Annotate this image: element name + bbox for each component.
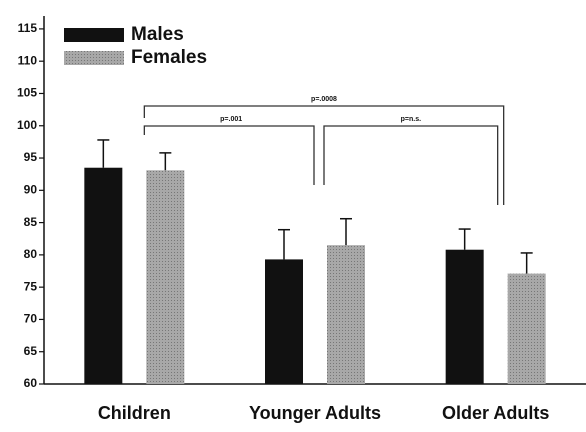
y-tick-label: 115 [18,21,38,35]
bracket [143,125,315,185]
bar [507,273,546,384]
bar [327,245,365,384]
bar [84,167,123,384]
bar [265,259,303,384]
x-tick-label: Children [98,403,171,423]
y-tick-label: 85 [24,215,38,229]
legend-label: Females [131,47,207,68]
legend-label: Males [131,24,184,45]
y-tick-label: 100 [17,118,37,132]
annotation: p=.0008 [311,96,337,103]
x-tick-label: Younger Adults [249,403,381,423]
y-tick-label: 65 [24,344,38,358]
x-tick-label: Older Adults [442,403,549,423]
y-tick-label: 95 [24,150,38,164]
legend-swatch [64,51,124,65]
bracket [323,125,499,205]
y-tick-label: 90 [24,182,38,196]
legend-swatch [64,28,124,42]
y-tick-label: 60 [24,376,38,390]
y-tick-label: 105 [17,86,37,100]
bar [445,249,484,384]
y-tick-label: 80 [24,247,38,261]
y-tick-label: 110 [18,53,38,67]
annotation: p=n.s. [401,116,421,123]
bracket [143,105,505,205]
y-tick-label: 75 [24,279,38,293]
bar [146,170,185,384]
y-tick-label: 70 [24,312,38,326]
annotation: p=.001 [220,116,242,123]
